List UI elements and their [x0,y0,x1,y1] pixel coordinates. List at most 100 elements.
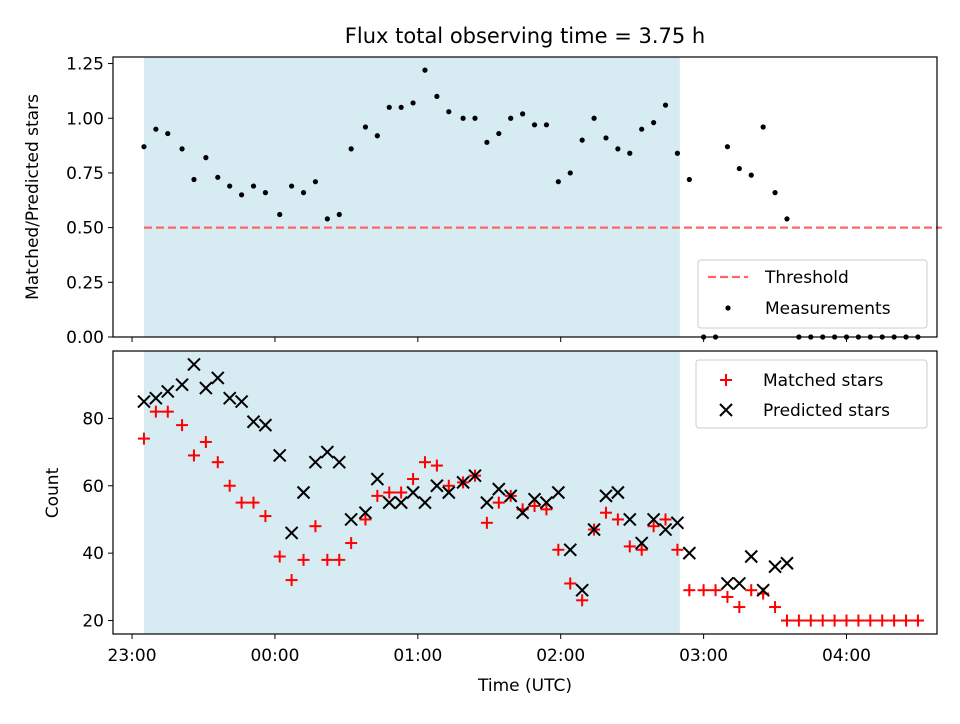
measurement-point [555,179,561,185]
matched-star-point [709,584,722,597]
predicted-star-point [296,485,311,500]
predicted-star-point [211,371,225,385]
measurement-point [579,137,585,143]
matched-star-point [418,456,431,469]
measurement-point [362,124,369,130]
top-legend: Threshold Measurements [697,259,928,329]
measurement-point [227,183,233,189]
matched-star-point [792,614,805,627]
matched-star-point [816,614,829,627]
matched-star-point [599,506,612,519]
x-tick-label: 04:00 [822,646,871,666]
bottom-y-tick-label: 40 [82,544,104,564]
measurement-point [662,102,669,108]
matched-star-point [430,459,443,472]
matched-star-point [407,473,420,486]
matched-star-point [199,435,212,448]
measurement-point [165,130,171,137]
top-y-tick-label: 1.25 [66,55,104,75]
top-y-tick-label: 0.25 [66,273,104,293]
bottom-legend: Matched stars Predicted stars [695,359,928,429]
measurement-point [250,183,257,189]
x-axis-label: Time (UTC) [477,676,572,696]
matched-star-point [540,503,553,516]
matched-star-point [828,614,841,627]
matched-star-point [671,543,684,556]
matched-star-point [852,614,865,627]
predicted-star-point [382,495,396,510]
predicted-star-point [272,448,287,463]
matched-star-point [635,543,648,556]
predicted-star-point [575,583,589,597]
predicted-star-point [563,543,577,557]
predicted-star-point [682,546,697,560]
measurement-point [348,146,354,152]
predicted-star-point [611,485,625,500]
matched-star-point [623,540,636,553]
matched-star-point [576,594,589,607]
measurement-point [531,122,538,128]
measurement-point [496,130,502,137]
matched-star-point [564,577,577,590]
predicted-star-point [456,475,470,490]
matched-star-point [149,405,162,418]
measurement-point [772,190,778,196]
predicted-star-point [332,455,346,469]
predicted-star-point [732,576,747,591]
predicted-star-point [406,485,420,500]
matched-star-point [769,601,782,614]
measurement-point [508,115,514,121]
predicted-star-point [358,506,373,520]
measurement-point [239,192,245,198]
measurement-point [191,176,197,183]
predicted-star-point [492,482,506,496]
predicted-star-point [756,583,770,597]
predicted-star-point [149,391,163,405]
predicted-star-point [539,495,554,510]
measurement-point [422,67,428,73]
predicted-star-point [720,576,735,591]
measurement-point [289,183,295,189]
measurement-point [520,111,526,117]
x-tick-label: 02:00 [536,646,585,666]
matched-star-point [721,590,734,603]
matched-star-point [492,496,505,509]
predicted-star-point [599,489,613,503]
legend-measurements-swatch [725,305,731,311]
matched-star-point [611,513,624,526]
top-y-tick-label: 0.75 [66,164,104,184]
top-legend-box [697,259,928,329]
predicted-star-point [646,512,661,527]
predicted-star-point [658,522,673,537]
measurement-point [386,104,392,110]
measurement-point [434,93,440,99]
measurement-point [724,144,731,150]
x-tick-label: 23:00 [108,646,157,666]
measurement-point [153,126,159,132]
bottom-y-axis-label: Count [43,467,63,518]
top-y-axis-label: Matched/Predicted stars [23,94,43,300]
matched-star-point [659,513,672,526]
measurement-point [615,146,621,152]
predicted-star-point [175,377,189,392]
matched-star-point [911,614,924,627]
matched-star-point [235,496,248,509]
predicted-star-point [370,472,385,486]
bottom-y-tick-label: 80 [82,409,104,429]
top-y-tick-label: 0.50 [66,219,104,239]
predicted-star-point [623,512,637,527]
measurement-point [203,155,209,161]
matched-star-point [176,419,189,432]
measurement-point [760,124,766,130]
predicted-star-point [430,479,444,493]
predicted-star-point [246,415,261,429]
matched-star-point [247,496,260,509]
bottom-legend-box [695,359,928,429]
measurement-point [484,139,490,145]
predicted-star-point [515,506,530,520]
measurement-point [651,120,657,126]
chart-title: Flux total observing time = 3.75 h [345,24,705,48]
legend-predicted-swatch [719,403,733,417]
legend-threshold-label: Threshold [764,268,849,288]
